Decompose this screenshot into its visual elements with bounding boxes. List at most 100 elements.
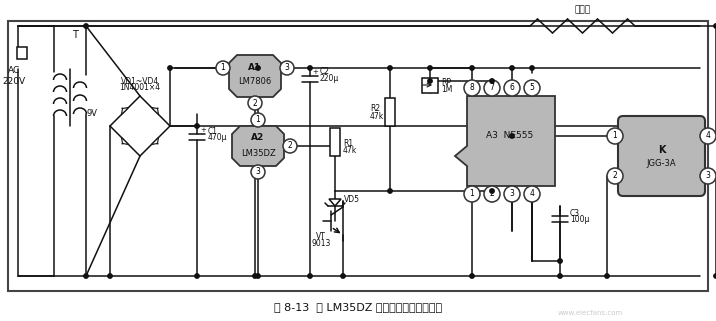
Circle shape [605, 274, 609, 278]
Circle shape [470, 274, 474, 278]
Text: C2: C2 [320, 67, 330, 76]
Circle shape [168, 66, 173, 70]
Text: 2: 2 [288, 142, 292, 151]
Text: K: K [658, 145, 665, 155]
Circle shape [558, 259, 562, 263]
Text: 7: 7 [490, 83, 495, 92]
Circle shape [470, 66, 474, 70]
Text: 3: 3 [256, 168, 261, 177]
Circle shape [388, 66, 392, 70]
Text: 9013: 9013 [311, 239, 331, 248]
Circle shape [484, 186, 500, 202]
Circle shape [700, 128, 716, 144]
Circle shape [530, 66, 534, 70]
Polygon shape [232, 126, 284, 166]
Text: 4: 4 [705, 132, 710, 141]
Circle shape [714, 24, 716, 28]
Text: 47k: 47k [370, 112, 384, 121]
Circle shape [256, 274, 260, 278]
FancyBboxPatch shape [422, 78, 438, 93]
Polygon shape [455, 96, 555, 186]
Circle shape [490, 79, 494, 83]
Text: 100μ: 100μ [570, 215, 589, 224]
Circle shape [308, 274, 312, 278]
Text: 1: 1 [613, 132, 617, 141]
Text: A3  NE555: A3 NE555 [486, 132, 533, 141]
Text: RP: RP [441, 78, 451, 87]
Circle shape [510, 66, 514, 70]
Polygon shape [329, 199, 341, 206]
Text: 9V: 9V [87, 109, 97, 118]
Text: 4: 4 [530, 189, 534, 198]
Circle shape [341, 274, 345, 278]
Circle shape [484, 80, 500, 96]
Text: 47k: 47k [343, 146, 357, 155]
Circle shape [253, 274, 257, 278]
Circle shape [510, 134, 514, 138]
Text: C1: C1 [208, 127, 218, 136]
Circle shape [84, 274, 88, 278]
Circle shape [524, 80, 540, 96]
Circle shape [195, 274, 199, 278]
Circle shape [248, 96, 262, 110]
Circle shape [283, 139, 297, 153]
Circle shape [216, 61, 230, 75]
Text: JGG-3A: JGG-3A [647, 159, 677, 168]
FancyBboxPatch shape [17, 47, 27, 59]
Circle shape [108, 274, 112, 278]
Text: 3: 3 [705, 171, 710, 180]
Text: 5: 5 [530, 83, 534, 92]
Text: 220μ: 220μ [320, 74, 339, 83]
FancyBboxPatch shape [330, 128, 340, 156]
Text: A2: A2 [251, 134, 265, 143]
Circle shape [607, 128, 623, 144]
Text: 电热褥: 电热褥 [574, 5, 591, 14]
Polygon shape [152, 137, 158, 144]
Circle shape [524, 186, 540, 202]
Circle shape [464, 80, 480, 96]
Text: VD1~VD4: VD1~VD4 [121, 77, 159, 86]
Circle shape [195, 124, 199, 128]
Circle shape [558, 274, 562, 278]
Text: VT: VT [316, 232, 326, 241]
Circle shape [280, 61, 294, 75]
Circle shape [427, 66, 432, 70]
Text: 1: 1 [256, 116, 261, 125]
Text: LM35DZ: LM35DZ [241, 149, 276, 158]
FancyBboxPatch shape [618, 116, 705, 196]
FancyBboxPatch shape [385, 98, 395, 126]
Circle shape [84, 24, 88, 28]
Circle shape [256, 66, 260, 70]
FancyBboxPatch shape [8, 21, 708, 291]
Circle shape [251, 165, 265, 179]
Circle shape [308, 66, 312, 70]
Text: 1N4001×4: 1N4001×4 [120, 83, 160, 92]
Circle shape [251, 113, 265, 127]
Text: 6: 6 [510, 83, 514, 92]
Text: 2: 2 [253, 99, 257, 108]
Text: 470μ: 470μ [208, 133, 228, 142]
Text: 2: 2 [490, 189, 494, 198]
Circle shape [490, 189, 494, 193]
Text: 3: 3 [510, 189, 514, 198]
Circle shape [504, 186, 520, 202]
Text: LM7806: LM7806 [238, 77, 271, 86]
Circle shape [700, 168, 716, 184]
Polygon shape [229, 55, 281, 97]
Text: R1: R1 [343, 139, 353, 148]
Text: AC
220V: AC 220V [2, 66, 26, 86]
Polygon shape [152, 108, 158, 115]
Text: 图 8-13  用 LM35DZ 制作的家禽孵化箱电路: 图 8-13 用 LM35DZ 制作的家禽孵化箱电路 [274, 302, 442, 312]
Text: 3: 3 [284, 64, 289, 73]
Circle shape [464, 186, 480, 202]
Text: C3: C3 [570, 209, 580, 218]
Text: 1M: 1M [441, 85, 453, 94]
Circle shape [714, 274, 716, 278]
Polygon shape [122, 108, 129, 115]
Circle shape [427, 79, 432, 83]
Text: VD5: VD5 [344, 195, 360, 204]
Circle shape [388, 189, 392, 193]
Text: +: + [312, 69, 318, 75]
Circle shape [607, 168, 623, 184]
Text: 2: 2 [613, 171, 617, 180]
